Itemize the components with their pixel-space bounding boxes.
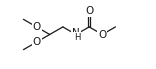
Text: O: O (32, 22, 41, 32)
Text: N: N (72, 28, 80, 38)
Text: O: O (98, 30, 106, 39)
Text: H: H (74, 33, 80, 42)
Text: O: O (32, 37, 41, 47)
Text: O: O (85, 6, 93, 16)
